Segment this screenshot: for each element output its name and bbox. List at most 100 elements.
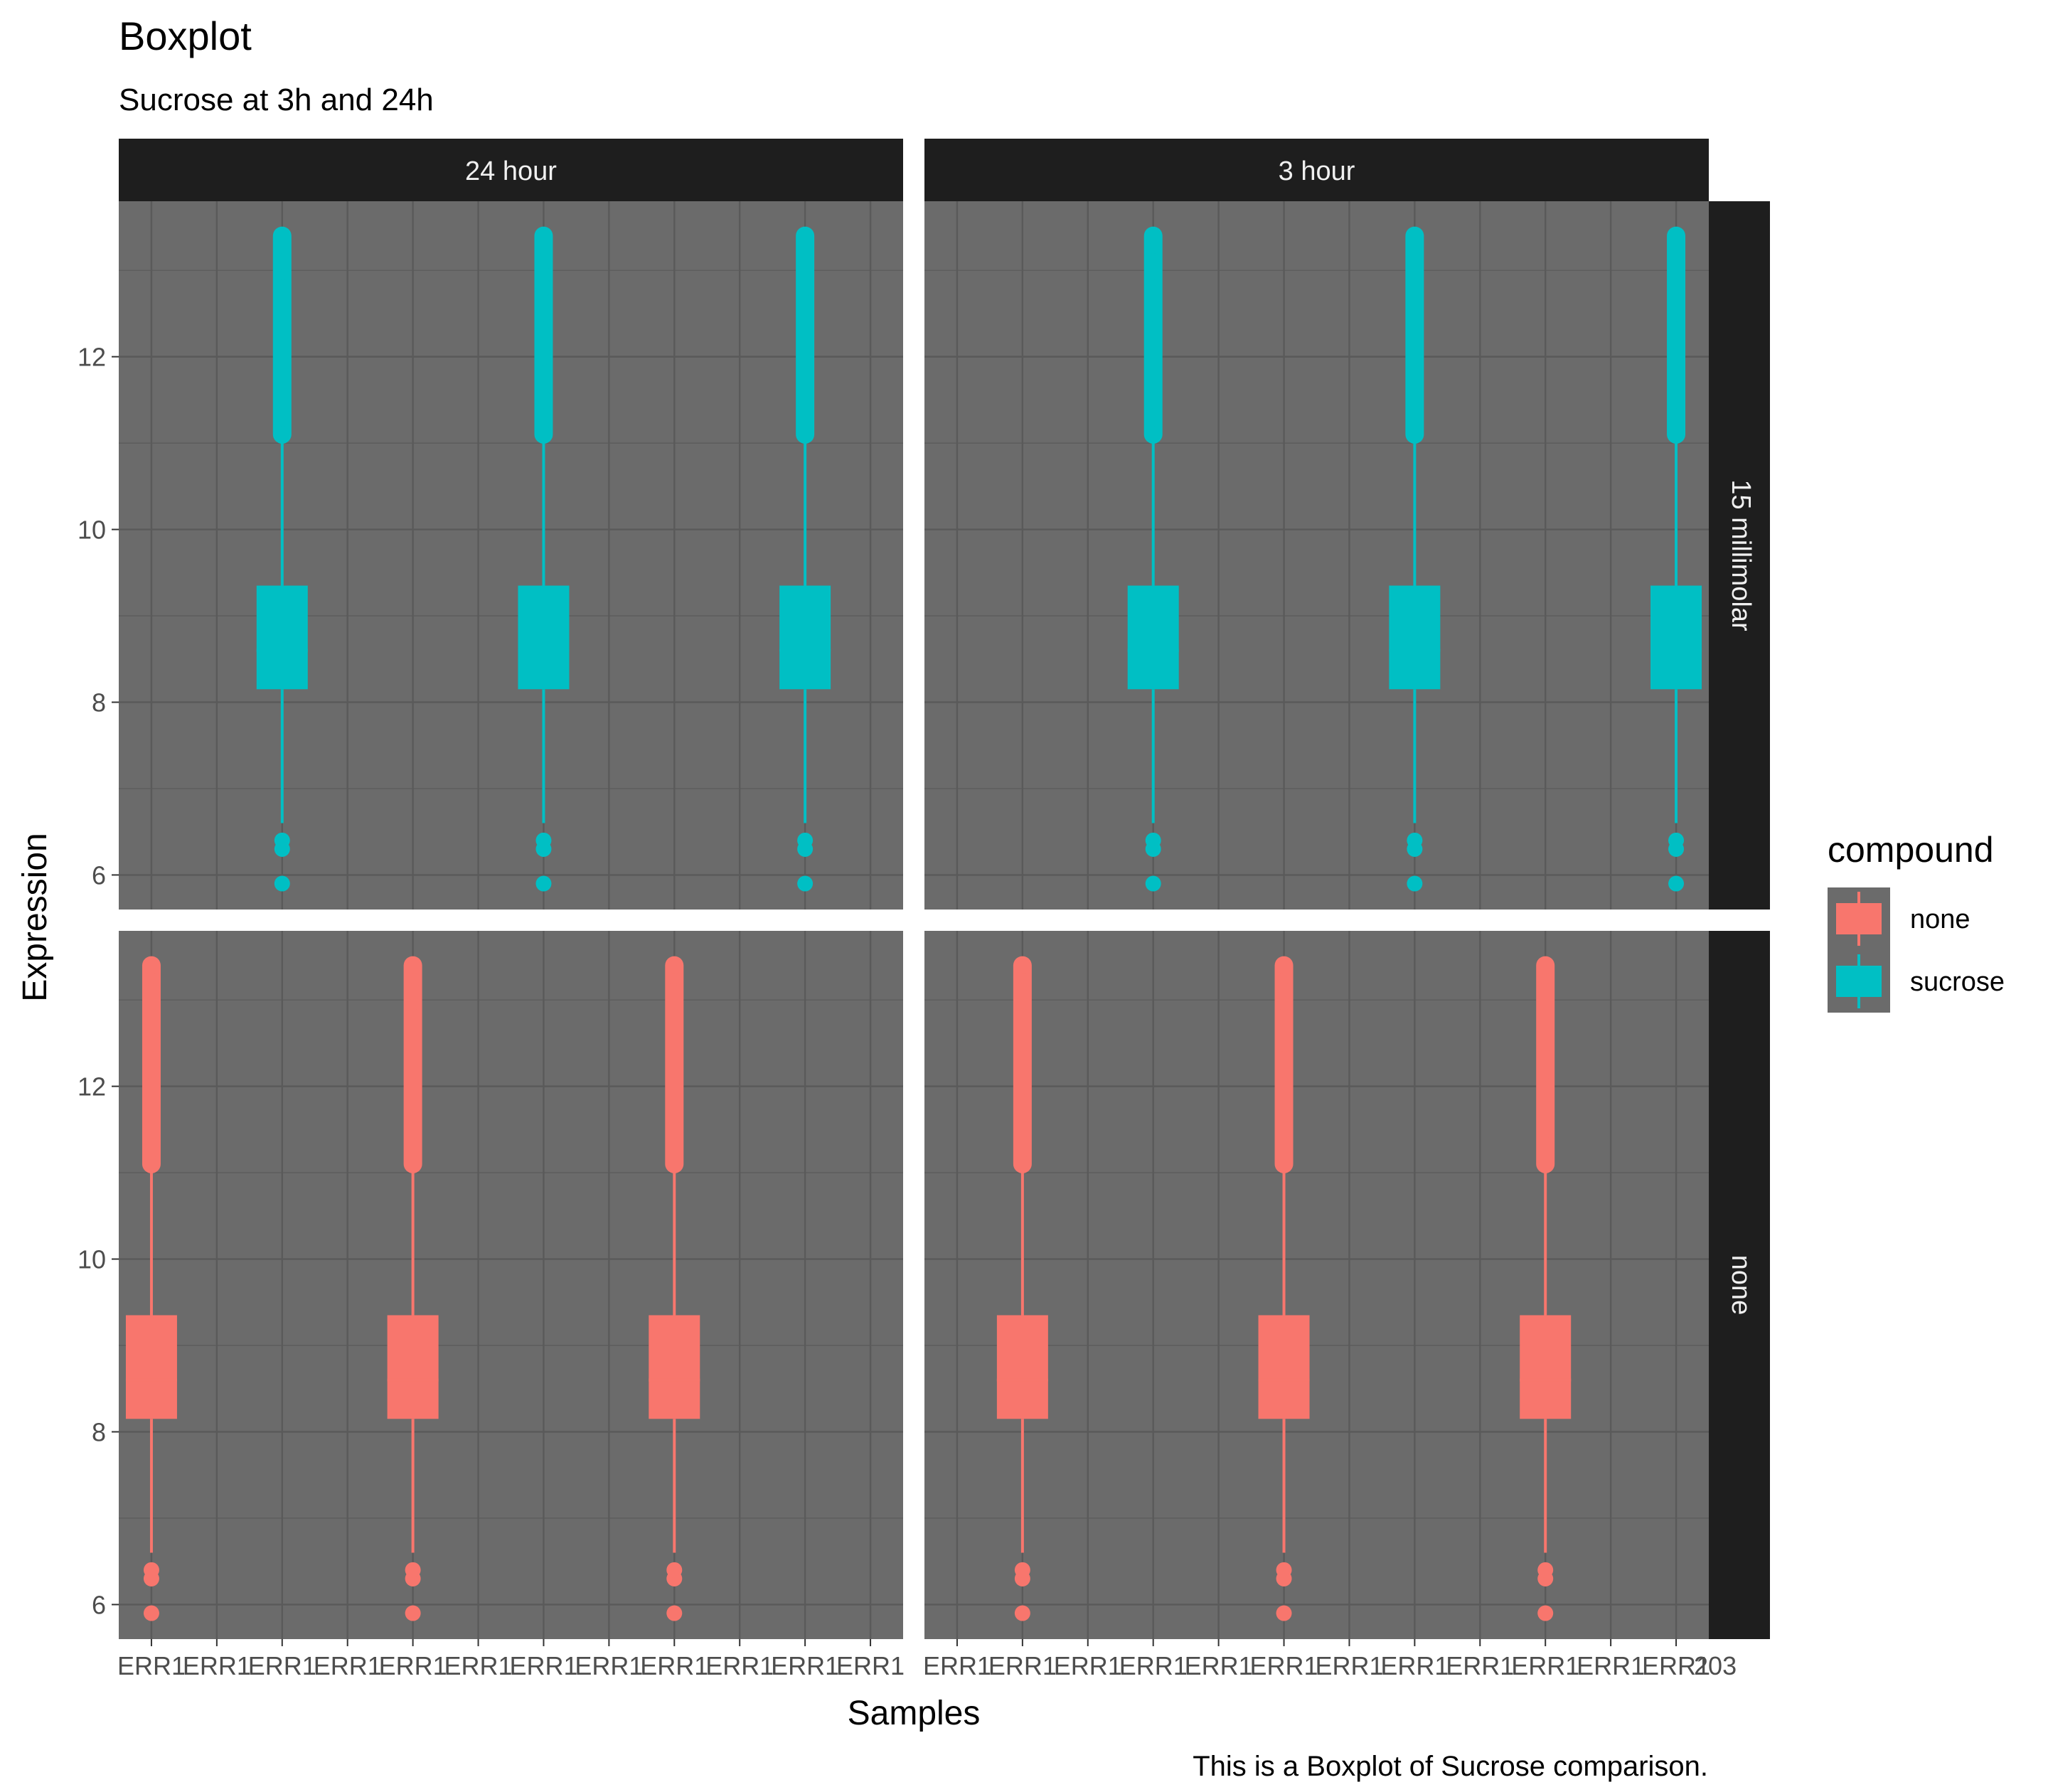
boxplot-none [1258,956,1310,1621]
outlier-point [1406,304,1424,322]
outlier-point [142,1008,160,1026]
outlier-point [1275,1155,1293,1173]
outlier-point [404,1034,422,1052]
outlier-point [1537,983,1554,1001]
outlier-point [404,983,422,1001]
box [256,585,308,690]
outlier-point [1537,1034,1554,1052]
x-tick-label: ERR1 [509,1651,577,1680]
x-tick-label: ERR1 [575,1651,643,1680]
x-tick-label: ERR1 [1250,1651,1318,1680]
outlier-point [1668,348,1685,366]
outlier-point [1537,1155,1554,1173]
outlier-point [1013,956,1031,974]
outlier-point [1406,227,1424,245]
outlier-point [1275,1008,1293,1026]
x-tick-label: ERR1 [183,1651,251,1680]
x-tick-label: ERR1 [923,1651,991,1680]
outlier-point [142,1155,160,1173]
outlier-point [1668,227,1685,245]
outlier-point [535,391,553,409]
box [518,585,570,690]
x-tick-label: ERR1 [1577,1651,1645,1680]
outlier-point [142,1077,160,1095]
outlier-point [666,1155,683,1173]
outlier-point [405,1562,421,1578]
outlier-point [666,1562,683,1578]
outlier-point [535,425,553,443]
x-tick-label: 203 [1694,1651,1737,1680]
outlier-point [1537,1008,1554,1026]
outlier-point [1406,425,1424,443]
outlier-point [666,1008,683,1026]
outlier-point [1013,1034,1031,1052]
outlier-point [1407,875,1423,892]
outlier-point [1013,983,1031,1001]
outlier-point [535,279,553,297]
outlier-point [142,956,160,974]
x-tick-label: ERR1 [1446,1651,1514,1680]
x-tick-label: ERR1 [771,1651,839,1680]
outlier-point [1013,1155,1031,1173]
legend-label: sucrose [1910,967,2005,997]
outlier-point [1275,1077,1293,1095]
boxplot-sucrose [779,226,831,892]
outlier-point [797,875,814,892]
outlier-point [1276,1605,1292,1621]
outlier-point [1668,391,1685,409]
panel-background [924,931,1709,1639]
outlier-point [796,304,814,322]
boxplot-none [1520,956,1572,1621]
facet-strip-col-label: 3 hour [1279,156,1355,186]
outlier-point [1144,391,1162,409]
outlier-point [404,1008,422,1026]
outlier-point [1537,1562,1554,1578]
x-tick-label: ERR1 [705,1651,774,1680]
outlier-point [273,304,291,322]
outlier-point [1537,1077,1554,1095]
outlier-point [666,1077,683,1095]
facet-strip-row-label: none [1726,1255,1756,1316]
outlier-point [535,875,552,892]
outlier-point [666,983,683,1001]
outlier-point [1537,956,1554,974]
y-tick-label: 10 [78,1245,106,1274]
chart-title: Boxplot [119,14,252,58]
box [387,1315,439,1419]
x-tick-label: ERR1 [1511,1651,1579,1680]
outlier-point [1668,832,1685,848]
outlier-point [405,1605,421,1621]
box [779,585,831,690]
outlier-point [1406,348,1424,366]
outlier-point [666,1121,683,1138]
boxplot-sucrose [256,226,308,892]
outlier-point [274,875,290,892]
outlier-point [273,348,291,366]
outlier-point [1275,983,1293,1001]
legend-item-sucrose: sucrose [1828,950,2005,1013]
x-tick-label: ERR1 [640,1651,708,1680]
panel-background [119,201,903,910]
outlier-point [1406,253,1424,271]
facet-strip-col [119,139,903,201]
outlier-point [1668,875,1685,892]
y-tick-label: 10 [78,516,106,545]
box [649,1315,700,1419]
outlier-point [1144,304,1162,322]
outlier-point [1013,1077,1031,1095]
outlier-point [404,1155,422,1173]
outlier-point [273,279,291,297]
outlier-point [1276,1562,1292,1578]
y-tick-label: 8 [92,1417,106,1446]
outlier-point [1144,227,1162,245]
outlier-point [535,253,553,271]
boxplot-none [996,956,1048,1621]
outlier-point [535,227,553,245]
outlier-point [142,1121,160,1138]
panel-background [924,201,1709,910]
boxplot-none [387,956,439,1621]
facet-strip-row [1709,201,1770,910]
outlier-point [535,832,552,848]
boxplot-sucrose [1127,226,1179,892]
